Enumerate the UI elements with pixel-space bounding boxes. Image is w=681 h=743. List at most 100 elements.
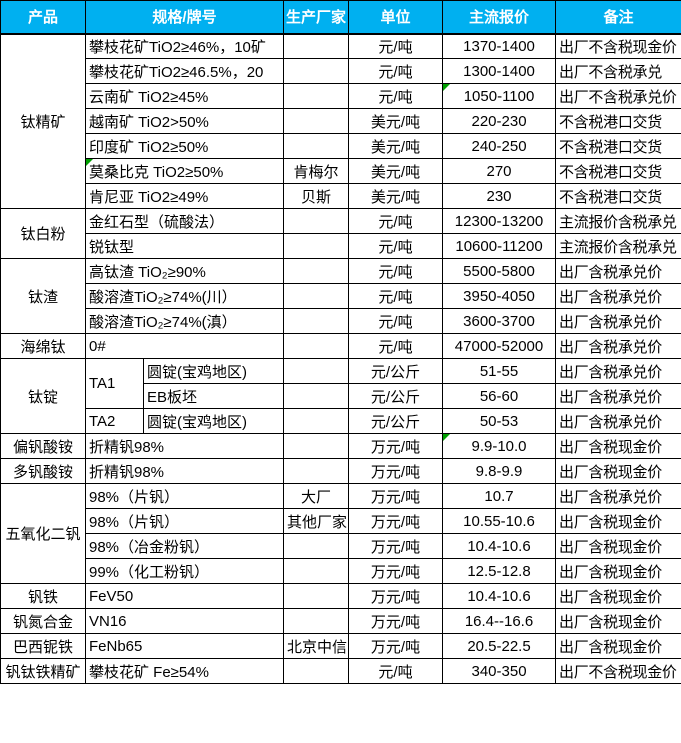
product-cell[interactable]: 偏钒酸铵 (0, 433, 86, 459)
spec-cell[interactable]: 越南矿 TiO2>50% (84, 108, 285, 134)
price-cell[interactable]: 10600-11200 (442, 233, 557, 259)
spec-cell[interactable]: 酸溶渣TiO₂≥74%(滇） (84, 308, 285, 334)
spec-cell[interactable]: 98%（片钒） (84, 483, 285, 509)
product-cell[interactable]: 海绵钛 (0, 333, 86, 359)
manufacturer-cell[interactable]: 肯梅尔 (283, 158, 350, 184)
unit-cell[interactable]: 元/吨 (348, 83, 444, 109)
header-manufacturer[interactable]: 生产厂家 (283, 0, 350, 35)
note-cell[interactable]: 主流报价含税承兑 (555, 208, 681, 234)
note-cell[interactable]: 出厂含税现金价 (555, 558, 681, 584)
price-cell[interactable]: 50-53 (442, 408, 557, 434)
spec-shape-cell[interactable]: EB板坯 (142, 383, 285, 409)
spec-cell[interactable]: 肯尼亚 TiO2≥49% (84, 183, 285, 209)
spec-cell[interactable]: 攀枝花矿TiO2≥46.5%，20 (84, 58, 285, 84)
note-cell[interactable]: 不含税港口交货 (555, 183, 681, 209)
note-cell[interactable]: 出厂含税现金价 (555, 433, 681, 459)
product-cell[interactable]: 多钒酸铵 (0, 458, 86, 484)
note-cell[interactable]: 出厂含税承兑价 (555, 358, 681, 384)
manufacturer-cell[interactable] (283, 208, 350, 234)
note-cell[interactable]: 出厂不含税现金价 (555, 658, 681, 684)
product-cell[interactable]: 五氧化二钒 (0, 483, 86, 584)
unit-cell[interactable]: 元/吨 (348, 308, 444, 334)
header-price[interactable]: 主流报价 (442, 0, 557, 35)
unit-cell[interactable]: 元/吨 (348, 233, 444, 259)
note-cell[interactable]: 出厂含税承兑价 (555, 333, 681, 359)
manufacturer-cell[interactable] (283, 533, 350, 559)
product-cell[interactable]: 钒铁 (0, 583, 86, 609)
manufacturer-cell[interactable] (283, 358, 350, 384)
spec-cell[interactable]: 锐钛型 (84, 233, 285, 259)
price-cell[interactable]: 9.9-10.0 (442, 433, 557, 459)
unit-cell[interactable]: 元/吨 (348, 208, 444, 234)
unit-cell[interactable]: 元/公斤 (348, 383, 444, 409)
manufacturer-cell[interactable] (283, 58, 350, 84)
product-cell[interactable]: 钒氮合金 (0, 608, 86, 634)
note-cell[interactable]: 出厂含税现金价 (555, 583, 681, 609)
product-cell[interactable]: 钒钛铁精矿 (0, 658, 86, 684)
unit-cell[interactable]: 元/吨 (348, 33, 444, 59)
spec-cell[interactable]: 酸溶渣TiO₂≥74%(川） (84, 283, 285, 309)
note-cell[interactable]: 出厂含税承兑价 (555, 308, 681, 334)
unit-cell[interactable]: 万元/吨 (348, 433, 444, 459)
unit-cell[interactable]: 美元/吨 (348, 158, 444, 184)
manufacturer-cell[interactable] (283, 558, 350, 584)
unit-cell[interactable]: 万元/吨 (348, 608, 444, 634)
manufacturer-cell[interactable] (283, 308, 350, 334)
unit-cell[interactable]: 万元/吨 (348, 458, 444, 484)
note-cell[interactable]: 出厂不含税现金价 (555, 33, 681, 59)
manufacturer-cell[interactable] (283, 83, 350, 109)
manufacturer-cell[interactable] (283, 383, 350, 409)
manufacturer-cell[interactable] (283, 108, 350, 134)
unit-cell[interactable]: 元/公斤 (348, 408, 444, 434)
spec-cell[interactable]: 折精钒98% (84, 433, 285, 459)
price-cell[interactable]: 1050-1100 (442, 83, 557, 109)
note-cell[interactable]: 出厂含税现金价 (555, 633, 681, 659)
price-cell[interactable]: 9.8-9.9 (442, 458, 557, 484)
manufacturer-cell[interactable] (283, 458, 350, 484)
spec-cell[interactable]: 高钛渣 TiO₂≥90% (84, 258, 285, 284)
spec-shape-cell[interactable]: 圆锭(宝鸡地区) (142, 358, 285, 384)
unit-cell[interactable]: 元/吨 (348, 58, 444, 84)
price-cell[interactable]: 5500-5800 (442, 258, 557, 284)
spec-grade-cell[interactable]: TA1 (85, 358, 144, 409)
spec-cell[interactable]: 金红石型（硫酸法） (84, 208, 285, 234)
price-cell[interactable]: 10.4-10.6 (442, 583, 557, 609)
note-cell[interactable]: 不含税港口交货 (555, 108, 681, 134)
unit-cell[interactable]: 元/吨 (348, 258, 444, 284)
note-cell[interactable]: 出厂含税现金价 (555, 508, 681, 534)
price-cell[interactable]: 20.5-22.5 (442, 633, 557, 659)
spec-cell[interactable]: VN16 (84, 608, 285, 634)
price-cell[interactable]: 230 (442, 183, 557, 209)
manufacturer-cell[interactable] (283, 433, 350, 459)
price-cell[interactable]: 12300-13200 (442, 208, 557, 234)
unit-cell[interactable]: 万元/吨 (348, 633, 444, 659)
manufacturer-cell[interactable] (283, 233, 350, 259)
spec-cell[interactable]: 莫桑比克 TiO2≥50% (84, 158, 285, 184)
product-cell[interactable]: 钛白粉 (0, 208, 86, 259)
note-cell[interactable]: 出厂含税现金价 (555, 533, 681, 559)
spec-cell[interactable]: FeV50 (84, 583, 285, 609)
unit-cell[interactable]: 万元/吨 (348, 583, 444, 609)
price-cell[interactable]: 1300-1400 (442, 58, 557, 84)
price-cell[interactable]: 10.7 (442, 483, 557, 509)
price-cell[interactable]: 47000-52000 (442, 333, 557, 359)
manufacturer-cell[interactable] (283, 408, 350, 434)
price-cell[interactable]: 1370-1400 (442, 33, 557, 59)
manufacturer-cell[interactable] (283, 333, 350, 359)
header-product[interactable]: 产品 (0, 0, 86, 35)
spec-cell[interactable]: FeNb65 (84, 633, 285, 659)
header-spec[interactable]: 规格/牌号 (84, 0, 285, 35)
price-cell[interactable]: 51-55 (442, 358, 557, 384)
unit-cell[interactable]: 美元/吨 (348, 183, 444, 209)
note-cell[interactable]: 出厂含税承兑价 (555, 483, 681, 509)
note-cell[interactable]: 出厂不含税承兑价 (555, 83, 681, 109)
unit-cell[interactable]: 美元/吨 (348, 133, 444, 159)
manufacturer-cell[interactable]: 北京中信 (283, 633, 350, 659)
note-cell[interactable]: 不含税港口交货 (555, 133, 681, 159)
price-cell[interactable]: 10.4-10.6 (442, 533, 557, 559)
note-cell[interactable]: 不含税港口交货 (555, 158, 681, 184)
unit-cell[interactable]: 万元/吨 (348, 508, 444, 534)
manufacturer-cell[interactable] (283, 583, 350, 609)
spec-cell[interactable]: 攀枝花矿TiO2≥46%，10矿 (84, 33, 285, 59)
product-cell[interactable]: 钛锭 (0, 358, 86, 434)
